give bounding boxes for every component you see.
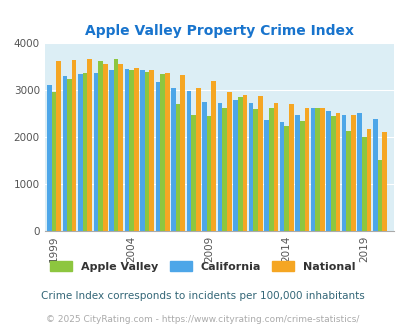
Bar [273,103,277,231]
Bar [284,126,288,231]
Text: Crime Index corresponds to incidents per 100,000 inhabitants: Crime Index corresponds to incidents per… [41,291,364,301]
Bar [264,119,268,231]
Bar [377,160,381,231]
Bar [175,104,180,231]
Bar [186,91,191,231]
Bar [319,108,324,231]
Bar [191,115,196,231]
Bar [196,88,200,231]
Bar [155,82,160,231]
Bar [356,113,361,231]
Bar [361,137,366,231]
Bar [180,75,185,231]
Bar [315,108,319,231]
Bar [226,92,231,231]
Bar [51,92,56,231]
Bar [93,73,98,231]
Bar [366,129,371,231]
Bar [341,115,345,231]
Bar [102,64,107,231]
Bar [160,74,164,231]
Bar [381,132,386,231]
Bar [164,73,169,231]
Bar [134,68,138,231]
Bar [310,108,315,231]
Bar [372,119,377,231]
Bar [345,131,350,231]
Bar [113,59,118,231]
Bar [211,81,215,231]
Bar [149,70,153,231]
Bar [62,76,67,231]
Bar [83,74,87,231]
Bar [202,102,206,231]
Bar [242,95,247,231]
Bar [268,108,273,231]
Bar [304,108,309,231]
Bar [67,79,72,231]
Bar [288,104,293,231]
Bar [279,122,284,231]
Bar [350,115,355,231]
Title: Apple Valley Property Crime Index: Apple Valley Property Crime Index [85,23,353,38]
Bar [87,59,92,231]
Bar [98,61,102,231]
Bar [47,85,51,231]
Text: © 2025 CityRating.com - https://www.cityrating.com/crime-statistics/: © 2025 CityRating.com - https://www.city… [46,315,359,324]
Bar [140,70,145,231]
Bar [171,88,175,231]
Bar [232,100,237,231]
Bar [330,116,335,231]
Bar [145,72,149,231]
Bar [248,103,253,231]
Bar [109,70,113,231]
Bar [299,121,304,231]
Bar [72,60,76,231]
Bar [118,64,123,231]
Bar [56,61,61,231]
Bar [222,108,226,231]
Bar [217,103,222,231]
Bar [129,70,134,231]
Bar [237,97,242,231]
Bar [258,96,262,231]
Bar [124,69,129,231]
Bar [335,113,339,231]
Bar [294,115,299,231]
Bar [206,116,211,231]
Bar [78,74,83,231]
Bar [253,109,258,231]
Legend: Apple Valley, California, National: Apple Valley, California, National [46,256,359,276]
Bar [326,111,330,231]
